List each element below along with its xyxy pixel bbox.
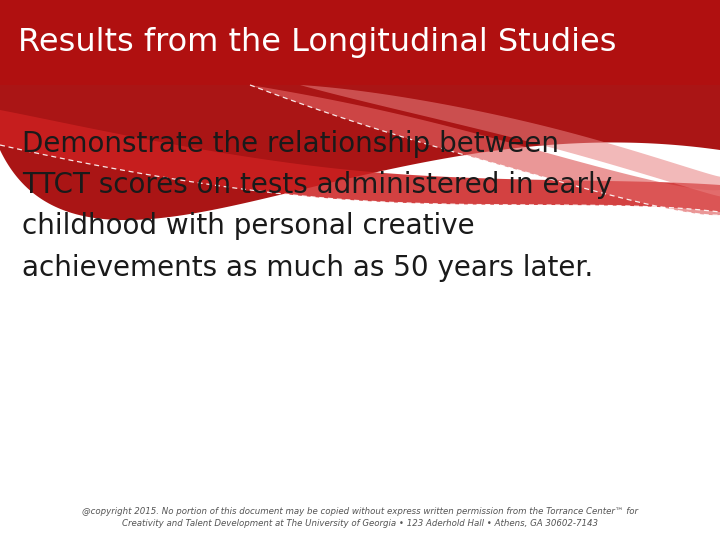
Text: Results from the Longitudinal Studies: Results from the Longitudinal Studies <box>18 28 616 58</box>
Bar <box>0 0 720 85</box>
Polygon shape <box>300 85 720 197</box>
Text: @copyright 2015. No portion of this document may be copied without express writt: @copyright 2015. No portion of this docu… <box>82 507 638 528</box>
Polygon shape <box>250 85 720 215</box>
Polygon shape <box>0 110 720 212</box>
Polygon shape <box>0 85 720 220</box>
Text: Demonstrate the relationship between
TTCT scores on tests administered in early
: Demonstrate the relationship between TTC… <box>22 130 612 281</box>
